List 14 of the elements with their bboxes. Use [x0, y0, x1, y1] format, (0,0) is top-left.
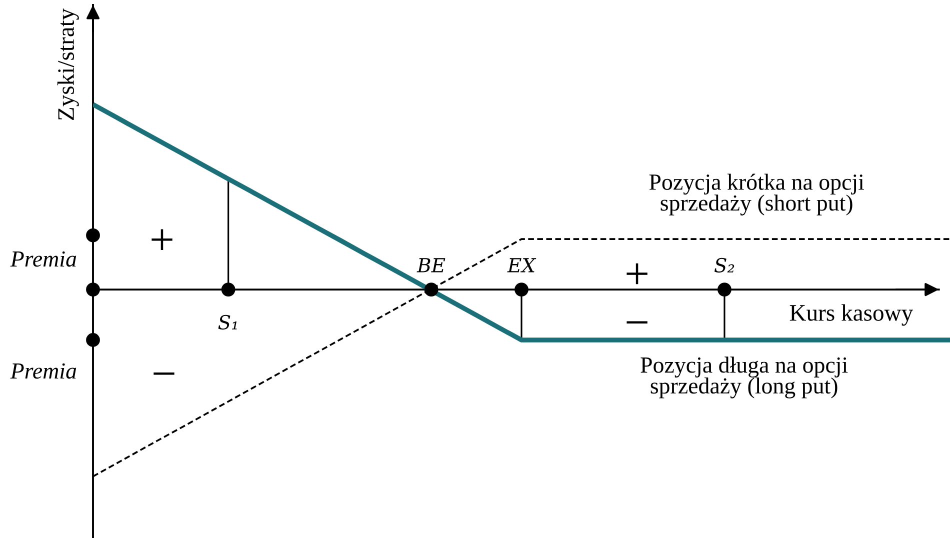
annotation: −	[154, 372, 174, 375]
annotation: −	[626, 321, 648, 324]
x-tick-label: EX	[507, 258, 536, 272]
annotation: +	[626, 263, 648, 284]
text: Premia	[10, 251, 76, 267]
text: Premia	[10, 363, 76, 379]
x-tick-label: S₁	[218, 314, 237, 330]
annotation: +	[152, 229, 172, 250]
series-label: Pozycja długa na opcji sprzedaży (long put)	[640, 356, 848, 398]
series-label: Pozycja krótka na opcji sprzedaży (short put)	[649, 174, 864, 216]
x-tick-label: S₂	[714, 258, 734, 273]
x-tick-label: BE	[416, 258, 446, 272]
x-axis-title: Kurs kasowy	[790, 304, 914, 326]
y-axis-title: Zyski/straty	[57, 8, 79, 120]
